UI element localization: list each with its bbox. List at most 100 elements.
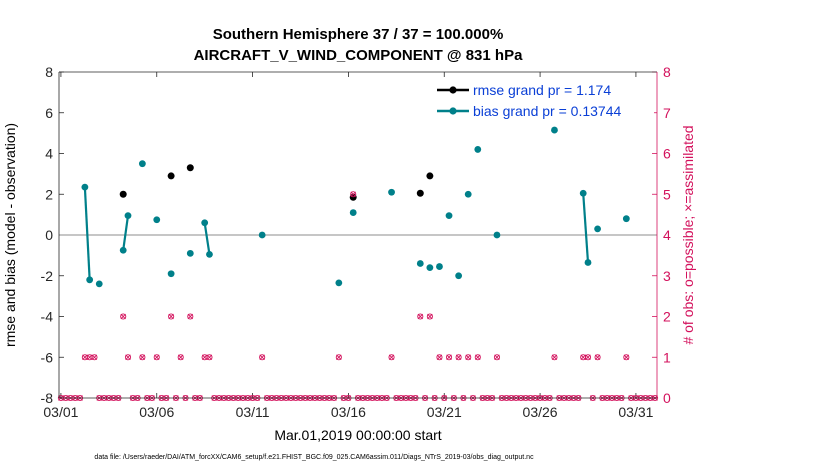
- obs-assimilated-marker: [594, 354, 601, 360]
- obs-possible-marker: [168, 313, 175, 320]
- y-tick-label-right: 7: [663, 105, 671, 121]
- obs-possible-marker: [139, 354, 146, 361]
- rmse-point: [416, 189, 424, 197]
- bias-point: [455, 272, 463, 280]
- bias-line-segment: [122, 215, 130, 251]
- obs-possible-marker: [436, 354, 443, 361]
- obs-assimilated-marker: [187, 313, 194, 320]
- bias-point: [584, 259, 592, 266]
- y-tick-label: 4: [45, 146, 53, 162]
- obs-possible-marker: [350, 191, 357, 198]
- bias-line-segment: [83, 187, 91, 280]
- obs-possible-marker: [153, 354, 160, 361]
- bias-point: [206, 250, 213, 258]
- x-axis-label: Mar.01,2019 00:00:00 start: [274, 427, 441, 443]
- bias-point: [167, 270, 175, 278]
- bias-point: [201, 219, 209, 227]
- axis-ticks: 03/01 03/06 03/11 03/16 03/21 03/26 03/31 -8 -6 -…: [41, 64, 671, 420]
- obs-possible-marker: [445, 354, 453, 361]
- obs-assimilated-marker: [125, 354, 131, 360]
- obs-assimilated-marker: [436, 354, 443, 360]
- obs-assimilated-marker: [417, 313, 424, 320]
- bias-point: [551, 126, 558, 134]
- legend: rmse grand pr = 1.174 bias grand pr = 0.…: [432, 78, 654, 122]
- legend-box: [432, 78, 654, 122]
- bias-point: [86, 276, 94, 284]
- y-tick-label: -8: [41, 390, 54, 406]
- obs-possible-marker: [623, 354, 630, 361]
- obs-possible-marker: [91, 354, 98, 361]
- y-tick-label: -4: [41, 309, 54, 325]
- obs-assimilated-marker: [494, 354, 500, 360]
- bias-point: [388, 188, 395, 196]
- rmse-point: [186, 164, 194, 172]
- obs-possible-marker: [124, 354, 132, 361]
- bias-point: [119, 246, 127, 254]
- obs-assimilated-marker: [177, 354, 184, 360]
- x-tick-label: 03/31: [618, 404, 653, 420]
- bias-point: [153, 216, 161, 224]
- obs-assimilated-marker: [350, 191, 356, 197]
- bias-point: [124, 212, 132, 220]
- obs-possible-marker: [259, 354, 266, 361]
- bias-point: [258, 231, 266, 239]
- x-tick-label: 03/06: [139, 404, 174, 420]
- obs-possible-marker: [426, 313, 433, 320]
- y-axis-label-right: # of obs: o=possible; ×=assimilated: [680, 125, 696, 344]
- obs-assimilated-marker: [206, 354, 213, 360]
- obs-possible-marker: [465, 354, 472, 361]
- bias-point: [335, 279, 343, 287]
- y-tick-label: -2: [41, 268, 54, 284]
- y-tick-label-right: 0: [663, 390, 671, 406]
- obs-assimilated-marker: [475, 354, 481, 360]
- y-tick-label: 8: [45, 64, 53, 80]
- chart-title-line1: Southern Hemisphere 37 / 37 = 100.000%: [213, 26, 504, 43]
- bias-point: [594, 225, 601, 233]
- bias-point: [426, 264, 434, 271]
- obs-assimilated-marker: [82, 354, 88, 360]
- y-tick-label-right: 1: [663, 349, 671, 365]
- obs-assimilated-marker: [551, 354, 558, 360]
- obs-assimilated-marker: [336, 354, 342, 360]
- y-tick-label-right: 8: [663, 64, 671, 80]
- obs-assimilated-marker: [580, 354, 586, 360]
- bias-line-segment: [203, 222, 211, 255]
- x-tick-label: 03/26: [523, 404, 558, 420]
- bias-point: [186, 249, 194, 257]
- bias-point: [493, 231, 501, 239]
- obs-possible-marker: [493, 354, 501, 361]
- legend-rmse-label: rmse grand pr = 1.174: [473, 82, 611, 98]
- rmse-point: [426, 172, 434, 180]
- obs-possible-marker: [584, 354, 592, 361]
- rmse-point: [167, 172, 175, 180]
- obs-assimilated-marker: [139, 354, 146, 360]
- legend-bias-marker: [449, 107, 457, 115]
- obs-possible-marker: [177, 354, 184, 361]
- obs-assimilated-marker: [120, 313, 126, 320]
- bias-point: [474, 146, 482, 153]
- legend-rmse-marker: [449, 86, 457, 94]
- bias-point: [445, 212, 453, 220]
- x-tick-label: 03/16: [331, 404, 366, 420]
- y-tick-label-right: 4: [663, 227, 671, 243]
- obs-assimilated-marker: [623, 354, 630, 360]
- bias-point: [349, 209, 357, 216]
- obs-assimilated-marker: [585, 354, 591, 360]
- obs-assimilated-marker: [446, 354, 452, 360]
- obs-assimilated-marker: [259, 354, 265, 360]
- obs-possible-marker: [417, 313, 424, 320]
- obs-possible-marker: [120, 313, 127, 320]
- obs-possible-marker: [474, 354, 481, 361]
- data-file-footer: data file: /Users/raeder/DAI/ATM_forcXX/…: [94, 454, 534, 461]
- obs-assimilated-marker: [201, 354, 208, 360]
- obs-possible-marker: [206, 354, 213, 361]
- obs-assimilated-marker: [465, 354, 471, 360]
- y-tick-label: 2: [45, 186, 53, 202]
- y-axis-label: rmse and bias (model - observation): [2, 123, 18, 347]
- bias-point: [416, 260, 424, 267]
- obs-assimilated-marker: [455, 354, 462, 360]
- obs-assimilated-marker: [427, 313, 433, 320]
- obs-assimilated-marker: [86, 354, 93, 360]
- bias-point: [81, 183, 89, 191]
